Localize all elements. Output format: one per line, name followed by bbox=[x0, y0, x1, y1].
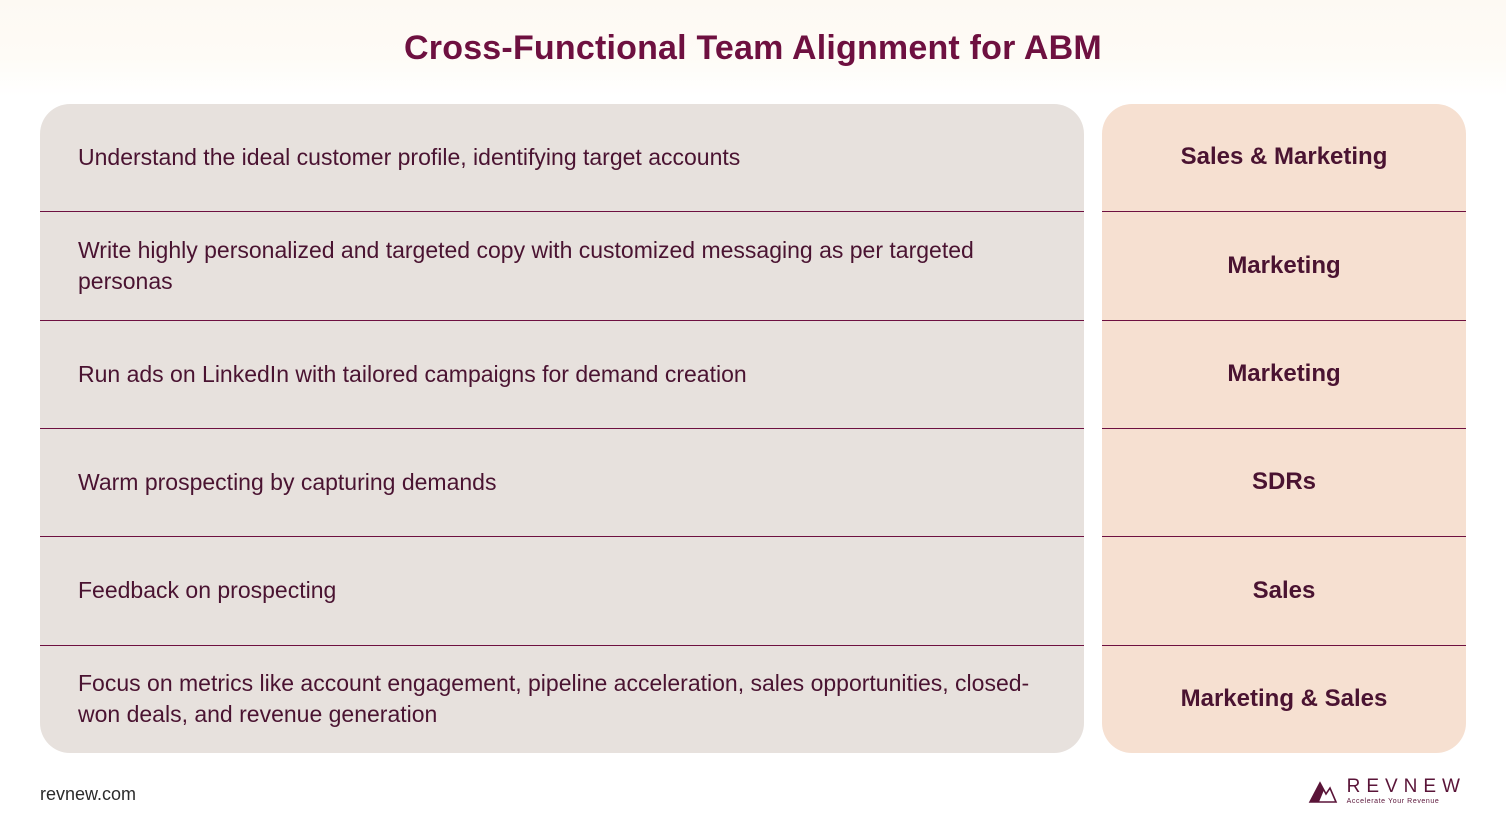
footer: revnew.com REVNEW Accelerate Your Revenu… bbox=[40, 769, 1466, 805]
task-text: Understand the ideal customer profile, i… bbox=[78, 142, 740, 173]
task-text: Warm prospecting by capturing demands bbox=[78, 467, 496, 498]
owner-text: Sales bbox=[1253, 575, 1316, 607]
task-text: Write highly personalized and targeted c… bbox=[78, 235, 1046, 297]
owner-row: Sales bbox=[1102, 536, 1466, 644]
alignment-table: Understand the ideal customer profile, i… bbox=[40, 104, 1466, 753]
brand-logo: REVNEW Accelerate Your Revenue bbox=[1307, 777, 1466, 805]
page-title: Cross-Functional Team Alignment for ABM bbox=[404, 29, 1102, 68]
owner-text: Sales & Marketing bbox=[1181, 141, 1388, 173]
owner-row: Sales & Marketing bbox=[1102, 104, 1466, 211]
owner-row: Marketing bbox=[1102, 320, 1466, 428]
owner-text: Marketing & Sales bbox=[1181, 683, 1388, 715]
owner-row: Marketing & Sales bbox=[1102, 645, 1466, 753]
task-text: Focus on metrics like account engagement… bbox=[78, 668, 1046, 730]
mountain-icon bbox=[1307, 777, 1339, 805]
task-row: Run ads on LinkedIn with tailored campai… bbox=[40, 320, 1084, 428]
owner-text: Marketing bbox=[1227, 250, 1340, 282]
task-text: Feedback on prospecting bbox=[78, 575, 336, 606]
task-text: Run ads on LinkedIn with tailored campai… bbox=[78, 359, 747, 390]
logo-main: REVNEW bbox=[1347, 777, 1466, 796]
task-row: Feedback on prospecting bbox=[40, 536, 1084, 644]
task-row: Write highly personalized and targeted c… bbox=[40, 211, 1084, 319]
site-url: revnew.com bbox=[40, 784, 136, 805]
owner-row: Marketing bbox=[1102, 211, 1466, 319]
tasks-column: Understand the ideal customer profile, i… bbox=[40, 104, 1084, 753]
header-band: Cross-Functional Team Alignment for ABM bbox=[0, 0, 1506, 96]
owners-column: Sales & Marketing Marketing Marketing SD… bbox=[1102, 104, 1466, 753]
logo-text: REVNEW Accelerate Your Revenue bbox=[1347, 777, 1466, 805]
owner-text: Marketing bbox=[1227, 358, 1340, 390]
owner-row: SDRs bbox=[1102, 428, 1466, 536]
task-row: Warm prospecting by capturing demands bbox=[40, 428, 1084, 536]
task-row: Understand the ideal customer profile, i… bbox=[40, 104, 1084, 211]
task-row: Focus on metrics like account engagement… bbox=[40, 645, 1084, 753]
logo-tagline: Accelerate Your Revenue bbox=[1347, 798, 1466, 805]
owner-text: SDRs bbox=[1252, 466, 1316, 498]
